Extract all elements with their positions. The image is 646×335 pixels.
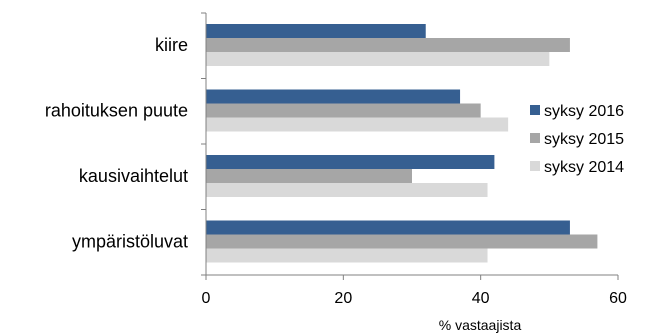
- bar: [206, 38, 570, 52]
- legend-swatch: [530, 161, 540, 171]
- x-tick-labels: 0 20 40 60: [202, 290, 627, 307]
- legend-label: syksy 2016: [544, 103, 624, 120]
- bar: [206, 248, 488, 263]
- category-label: ympäristöluvat: [72, 232, 188, 252]
- legend-label: syksy 2015: [544, 131, 624, 148]
- category-label: rahoituksen puute: [45, 101, 188, 121]
- axes-layer: [201, 12, 619, 280]
- category-labels: kiire rahoituksen puute kausivaihtelut ympä…: [45, 35, 188, 252]
- bar: [206, 234, 598, 249]
- bar: [206, 183, 488, 197]
- category-label: kausivaihtelut: [79, 166, 188, 186]
- category-label: kiire: [155, 35, 188, 55]
- legend-label: syksy 2014: [544, 159, 624, 176]
- bar: [206, 103, 481, 118]
- x-tick-label: 0: [202, 290, 211, 307]
- bar: [206, 117, 509, 132]
- x-tick-label: 20: [334, 290, 352, 307]
- legend-swatch: [530, 133, 540, 143]
- x-tick-label: 40: [472, 290, 490, 307]
- bar: [206, 89, 461, 104]
- bar: [206, 220, 570, 235]
- x-tick-label: 60: [609, 290, 627, 307]
- legend: syksy 2016 syksy 2015 syksy 2014: [530, 103, 624, 176]
- x-axis-title: % vastaajista: [439, 317, 522, 333]
- legend-swatch: [530, 105, 540, 115]
- bar: [206, 24, 426, 38]
- bar: [206, 169, 412, 183]
- bar: [206, 52, 550, 66]
- bar: [206, 155, 495, 169]
- bars-layer: [206, 24, 598, 263]
